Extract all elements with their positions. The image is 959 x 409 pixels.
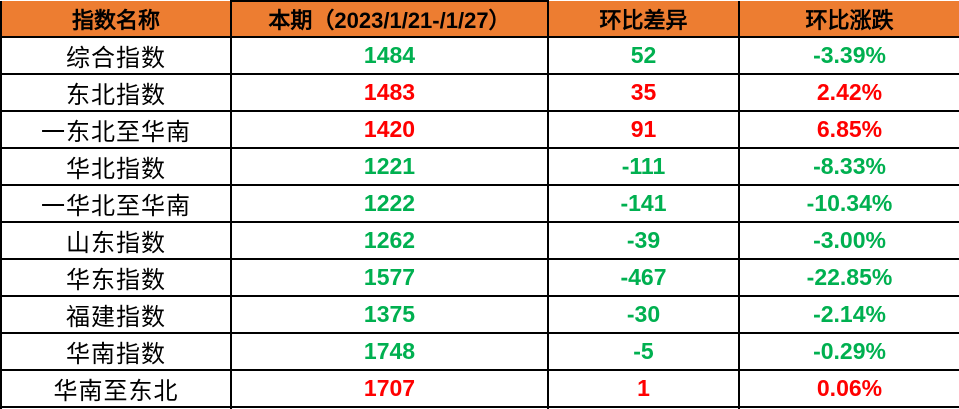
index-name-cell: 山东指数 (0, 221, 232, 260)
current-value-cell: 1420 (230, 110, 549, 149)
table-row: 一华北至华南 1222 -141 -10.34% (0, 184, 959, 223)
pct-cell: 2.42% (738, 73, 959, 112)
pct-cell: -10.34% (738, 184, 959, 223)
table-body: 综合指数 1484 52 -3.39% 东北指数 1483 35 2.42% 一东北至华南 142… (0, 36, 959, 409)
col-header-current-period: 本期（2023/1/21-/1/27） (230, 0, 549, 38)
current-value-cell: 1262 (230, 221, 549, 260)
diff-cell: -30 (547, 295, 740, 334)
diff-cell: 91 (547, 110, 740, 149)
diff-cell: -141 (547, 184, 740, 223)
index-name-cell: 一东北至华南 (0, 110, 232, 149)
table-row: 华北指数 1221 -111 -8.33% (0, 147, 959, 186)
table-row: 综合指数 1484 52 -3.39% (0, 36, 959, 75)
table-row: 华南指数 1748 -5 -0.29% (0, 332, 959, 371)
current-value-cell: 1483 (230, 73, 549, 112)
index-name-cell: 华南指数 (0, 332, 232, 371)
table-row: 一东北至华南 1420 91 6.85% (0, 110, 959, 149)
pct-cell: -3.39% (738, 36, 959, 75)
diff-cell: -39 (547, 221, 740, 260)
col-header-pct-change: 环比涨跌 (738, 1, 959, 38)
diff-cell: 47 (547, 406, 740, 409)
diff-cell: -467 (547, 258, 740, 297)
index-name-cell: 东北指数 (0, 73, 232, 112)
diff-cell: -5 (547, 332, 740, 371)
table-row: 山东指数 1262 -39 -3.00% (0, 221, 959, 260)
index-name-cell: 华北指数 (0, 147, 232, 186)
pct-cell: -3.00% (738, 221, 959, 260)
col-header-index-name: 指数名称 (0, 1, 232, 38)
current-value-cell: 1221 (230, 147, 549, 186)
index-name-cell: 华南至东北 (0, 369, 232, 408)
pct-cell: 6.85% (738, 110, 959, 149)
index-name-cell: 一华北至华南 (0, 184, 232, 223)
pct-cell: -2.14% (738, 295, 959, 334)
pct-cell: -8.33% (738, 147, 959, 186)
current-value-cell: 1748 (230, 332, 549, 371)
col-header-diff: 环比差异 (547, 1, 740, 38)
index-name-cell: 综合指数 (0, 36, 232, 75)
current-value-cell: 1577 (230, 258, 549, 297)
index-name-cell: 华南至华北 (0, 406, 232, 409)
pct-cell: -22.85% (738, 258, 959, 297)
diff-cell: -111 (547, 147, 740, 186)
header-row: 指数名称 本期（2023/1/21-/1/27） 环比差异 环比涨跌 (0, 0, 959, 38)
table-row: 华南至华北2162472.22% (0, 406, 959, 409)
pct-cell: -0.29% (738, 332, 959, 371)
table-row: 东北指数 1483 35 2.42% (0, 73, 959, 112)
diff-cell: 35 (547, 73, 740, 112)
current-value-cell: 1707 (230, 369, 549, 408)
index-name-cell: 华东指数 (0, 258, 232, 297)
diff-cell: 1 (547, 369, 740, 408)
table-row: 华东指数 1577 -467 -22.85% (0, 258, 959, 297)
current-value-cell: 2162 (230, 406, 549, 409)
table-row: 福建指数 1375 -30 -2.14% (0, 295, 959, 334)
current-value-cell: 1222 (230, 184, 549, 223)
table-row: 华南至东北 1707 1 0.06% (0, 369, 959, 408)
current-value-cell: 1375 (230, 295, 549, 334)
diff-cell: 52 (547, 36, 740, 75)
pct-cell: 0.06% (738, 369, 959, 408)
current-value-cell: 1484 (230, 36, 549, 75)
index-name-cell: 福建指数 (0, 295, 232, 334)
